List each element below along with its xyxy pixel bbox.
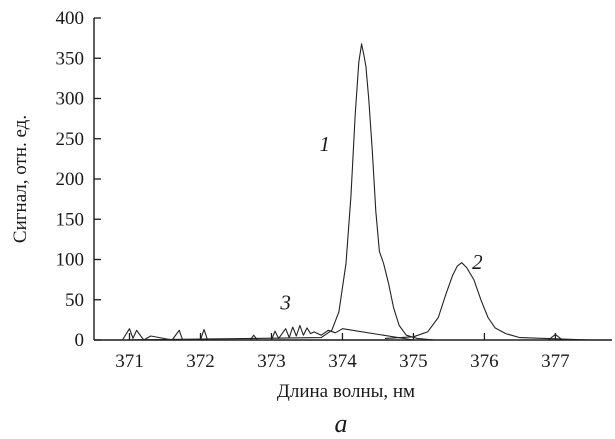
panel-label: а — [335, 409, 348, 438]
y-tick-label: 50 — [65, 290, 84, 311]
y-axis-label: Сигнал, отн. ед. — [10, 115, 31, 243]
series-line-2 — [384, 262, 591, 341]
x-tick-label: 375 — [399, 351, 428, 372]
y-tick-label: 300 — [56, 89, 85, 110]
series-line-1 — [122, 43, 435, 341]
y-tick-label: 150 — [56, 209, 85, 230]
axes — [93, 18, 612, 341]
curve-label-2: 2 — [472, 250, 483, 274]
ticks: 0 50 100 150 200 250 300 350 400 371 372 373 374 375 3… — [56, 8, 570, 372]
annotations-group: 1 2 3 — [279, 132, 483, 315]
y-tick-label: 250 — [56, 129, 85, 150]
x-tick-label: 376 — [470, 351, 499, 372]
series-line-3 — [121, 324, 591, 341]
y-tick-label: 100 — [56, 250, 85, 271]
y-tick-label: 350 — [56, 48, 85, 69]
x-axis-label: Длина волны, нм — [277, 381, 415, 402]
y-tick-label: 200 — [56, 169, 85, 190]
x-tick-label: 372 — [186, 351, 215, 372]
y-tick-label: 0 — [75, 330, 85, 351]
curve-label-3: 3 — [279, 290, 291, 314]
series-group — [121, 43, 591, 341]
x-tick-label: 371 — [115, 351, 144, 372]
x-tick-label: 374 — [328, 351, 357, 372]
y-tick-label: 400 — [56, 8, 85, 29]
curve-label-1: 1 — [319, 132, 330, 156]
x-tick-label: 373 — [257, 351, 286, 372]
x-tick-label: 377 — [541, 351, 570, 372]
